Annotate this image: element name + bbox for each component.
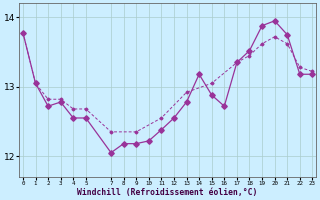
X-axis label: Windchill (Refroidissement éolien,°C): Windchill (Refroidissement éolien,°C) — [77, 188, 258, 197]
